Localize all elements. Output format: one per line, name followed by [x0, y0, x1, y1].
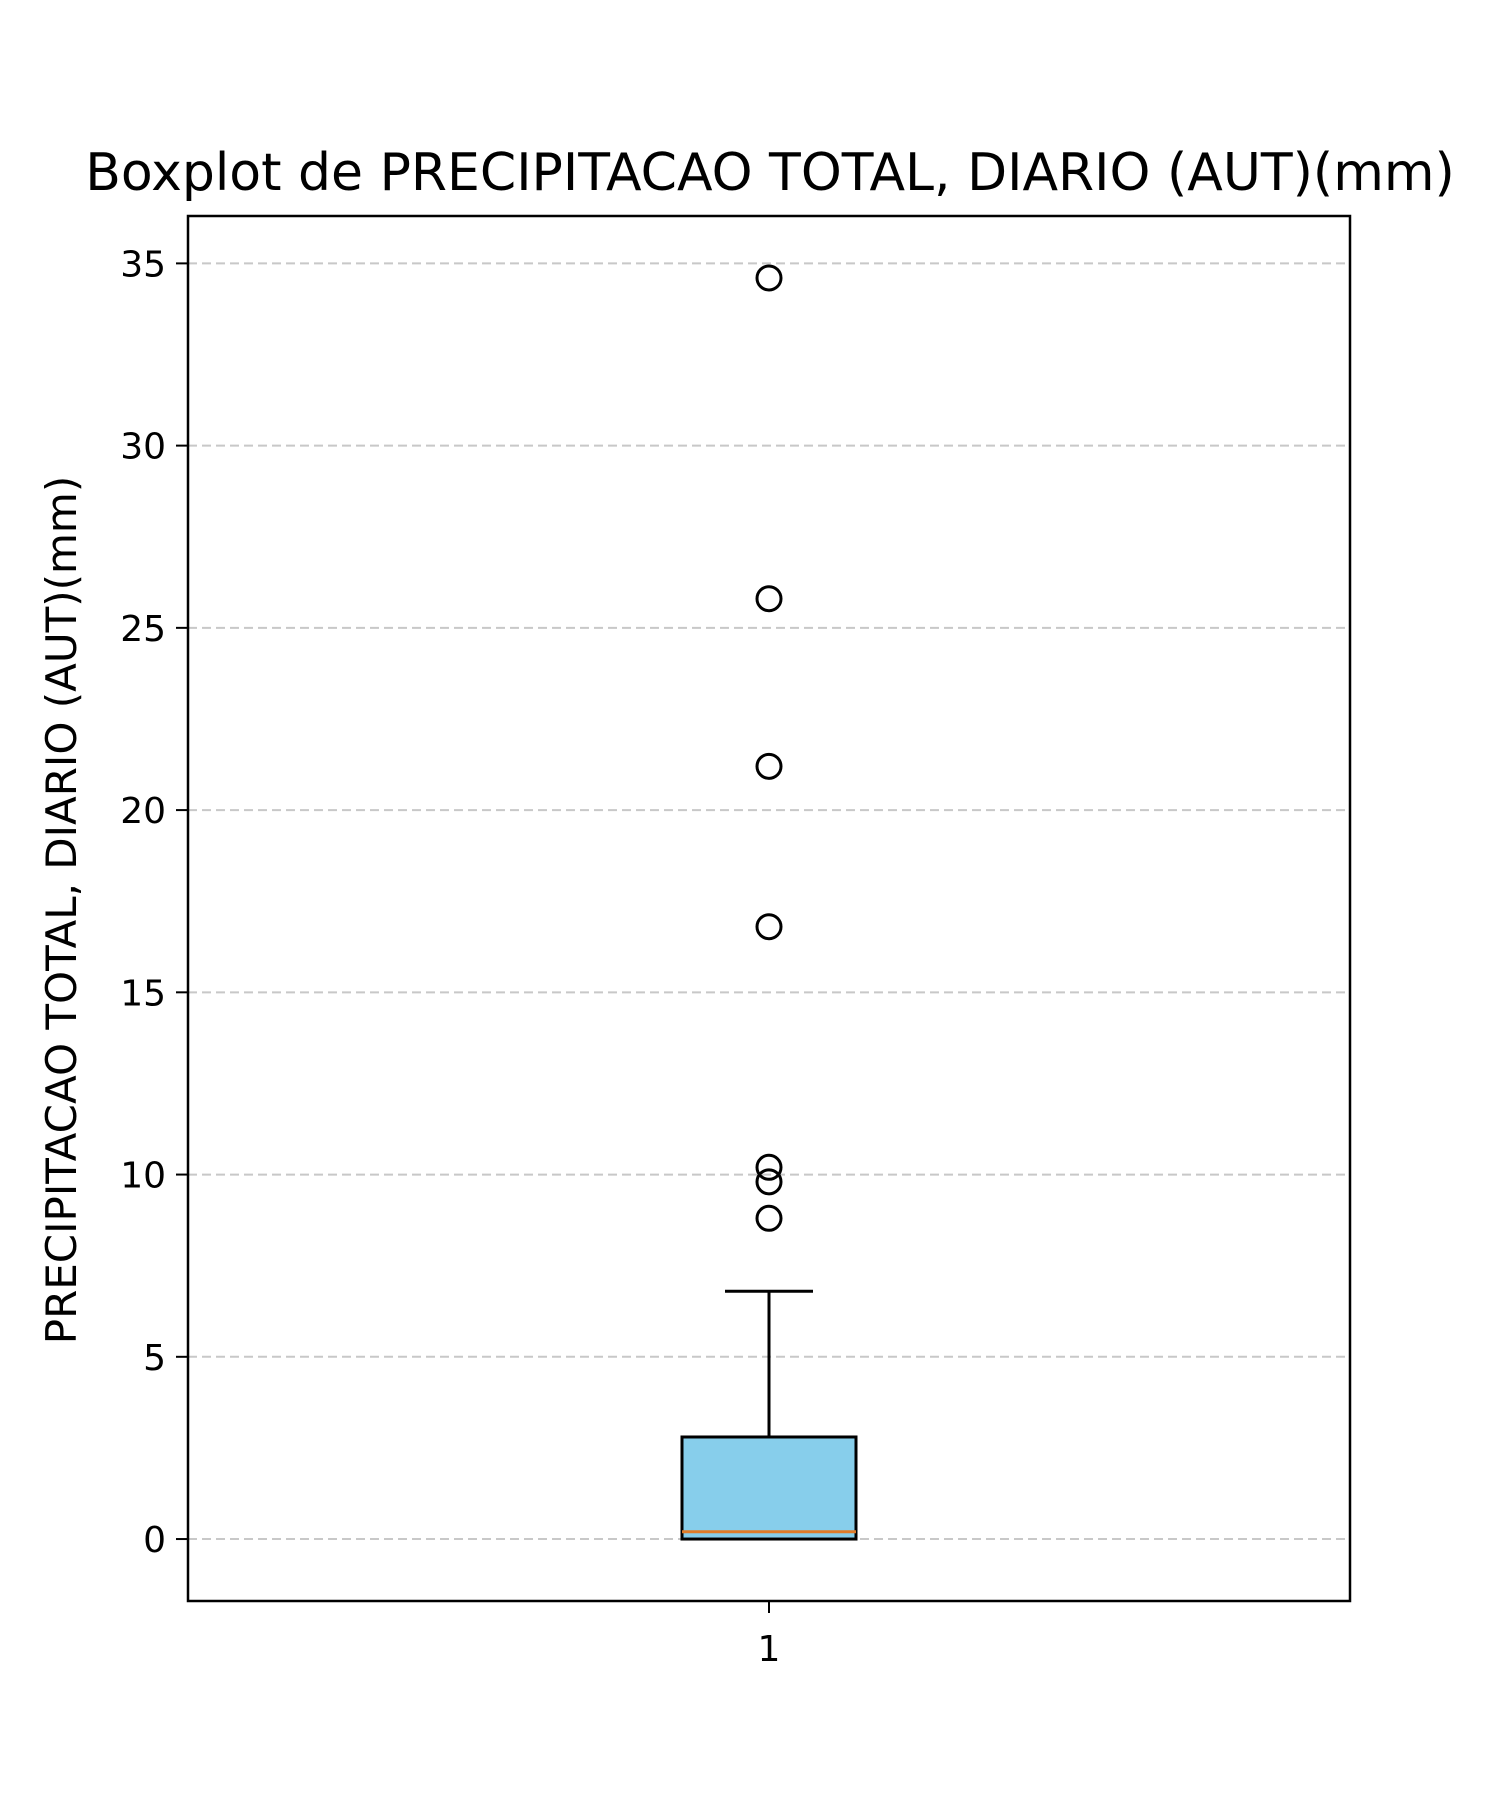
- y-tick-label: 5: [143, 1338, 166, 1379]
- y-tick-label: 30: [120, 427, 166, 468]
- outlier-point: [755, 1168, 783, 1196]
- outlier-point: [755, 264, 783, 292]
- outlier-point: [755, 585, 783, 613]
- iqr-box: [680, 1435, 858, 1541]
- y-axis: 0 5 10 15 20 25 30 35: [120, 244, 188, 1561]
- box-layer: [680, 1289, 858, 1541]
- x-tick-label: 1: [758, 1629, 781, 1670]
- outlier-layer: [755, 264, 783, 1232]
- chart-title: Boxplot de PRECIPITACAO TOTAL, DIARIO (A…: [85, 143, 1455, 203]
- y-tick-label: 10: [120, 1156, 166, 1197]
- x-axis: 1: [758, 1601, 781, 1670]
- y-tick-label: 0: [143, 1520, 166, 1561]
- outlier-point: [755, 1153, 783, 1181]
- y-tick-label: 35: [120, 244, 166, 285]
- y-axis-label: PRECIPITACAO TOTAL, DIARIO (AUT)(mm): [37, 476, 86, 1344]
- outlier-point: [755, 752, 783, 780]
- y-tick-label: 25: [120, 609, 166, 650]
- y-tick-label: 20: [120, 791, 166, 832]
- y-tick-label: 15: [120, 973, 166, 1014]
- outlier-point: [755, 1204, 783, 1232]
- outlier-point: [755, 913, 783, 941]
